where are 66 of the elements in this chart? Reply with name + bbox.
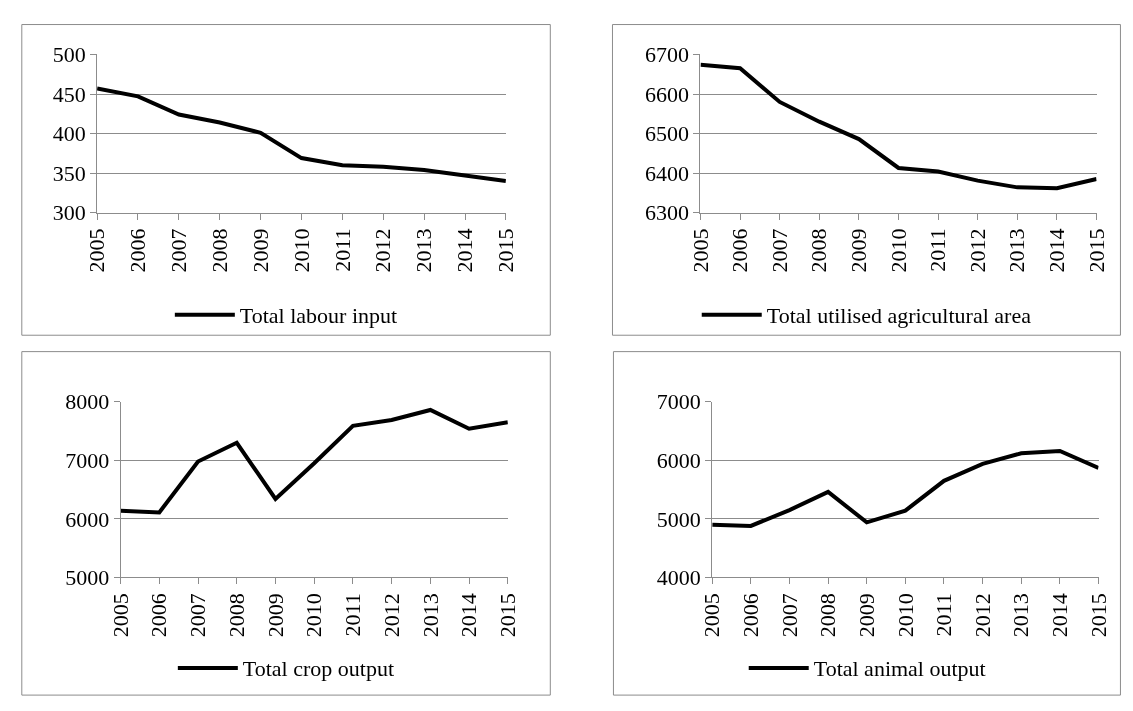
x-tick-label: 2007 (185, 593, 211, 638)
x-tick-label: 2011 (925, 228, 951, 272)
x-tick-label: 2005 (107, 593, 133, 638)
x-tick-label: 2015 (1083, 228, 1109, 273)
x-tick-label: 2006 (738, 593, 763, 638)
y-tick-label: 6000 (65, 506, 110, 532)
y-tick-label: 8000 (65, 389, 110, 415)
x-tick-label: 2010 (892, 593, 918, 638)
x-tick-label: 2005 (699, 593, 725, 638)
x-tick-label: 2013 (411, 228, 437, 273)
x-tick-label: 2009 (846, 228, 872, 273)
x-tick-label: 2006 (727, 228, 753, 273)
legend-label: Total animal output (813, 656, 986, 682)
y-tick-label: 350 (52, 160, 86, 186)
x-tick-label: 2007 (776, 593, 802, 638)
x-tick-label: 2015 (493, 228, 519, 273)
y-tick-label: 7000 (656, 389, 701, 415)
y-tick-label: 7000 (65, 448, 110, 474)
x-tick-label: 2008 (806, 228, 832, 273)
x-tick-label: 2014 (1047, 593, 1073, 638)
y-tick-label: 6600 (645, 81, 690, 107)
x-tick-label: 2008 (223, 593, 249, 638)
x-tick-label: 2005 (84, 228, 110, 273)
x-tick-label: 2013 (1008, 593, 1034, 638)
x-tick-label: 2010 (288, 228, 314, 273)
y-tick-label: 4000 (656, 565, 701, 591)
x-tick-label: 2010 (885, 228, 911, 273)
x-tick-label: 2009 (247, 228, 273, 273)
y-tick-label: 450 (52, 81, 86, 107)
y-tick-label: 6300 (645, 200, 690, 226)
y-tick-label: 300 (52, 200, 86, 226)
legend-label: Total crop output (242, 656, 395, 682)
y-tick-label: 500 (52, 42, 86, 68)
x-tick-label: 2012 (964, 228, 990, 273)
x-tick-label: 2014 (1044, 228, 1070, 273)
x-tick-label: 2006 (125, 228, 151, 273)
x-tick-label: 2013 (1004, 228, 1030, 273)
x-tick-label: 2008 (206, 228, 232, 273)
x-tick-label: 2006 (146, 593, 172, 638)
x-tick-label: 2011 (329, 228, 355, 272)
x-tick-label: 2009 (262, 593, 288, 638)
x-tick-label: 2014 (456, 593, 482, 638)
x-tick-label: 2015 (1085, 593, 1111, 638)
x-tick-label: 2005 (687, 228, 713, 273)
legend-label: Total utilised agricultural area (766, 303, 1032, 329)
x-tick-label: 2013 (417, 593, 443, 638)
x-tick-label: 2012 (378, 593, 404, 638)
x-tick-label: 2007 (766, 228, 792, 273)
x-tick-label: 2008 (815, 593, 841, 638)
x-tick-label: 2009 (853, 593, 879, 638)
x-tick-label: 2011 (340, 593, 366, 637)
y-tick-label: 6700 (645, 42, 690, 68)
x-tick-label: 2012 (969, 593, 995, 638)
x-tick-label: 2010 (301, 593, 327, 638)
y-tick-label: 6000 (656, 448, 701, 474)
x-tick-label: 2015 (494, 593, 520, 638)
x-tick-label: 2014 (452, 228, 478, 273)
y-tick-label: 400 (52, 121, 86, 147)
y-tick-label: 6500 (645, 121, 690, 147)
y-tick-label: 6400 (645, 160, 690, 186)
x-tick-label: 2007 (166, 228, 192, 273)
y-tick-label: 5000 (656, 506, 701, 532)
x-tick-label: 2012 (370, 228, 396, 273)
y-tick-label: 5000 (65, 565, 110, 591)
x-tick-label: 2011 (931, 593, 957, 637)
legend-label: Total labour input (239, 303, 398, 329)
